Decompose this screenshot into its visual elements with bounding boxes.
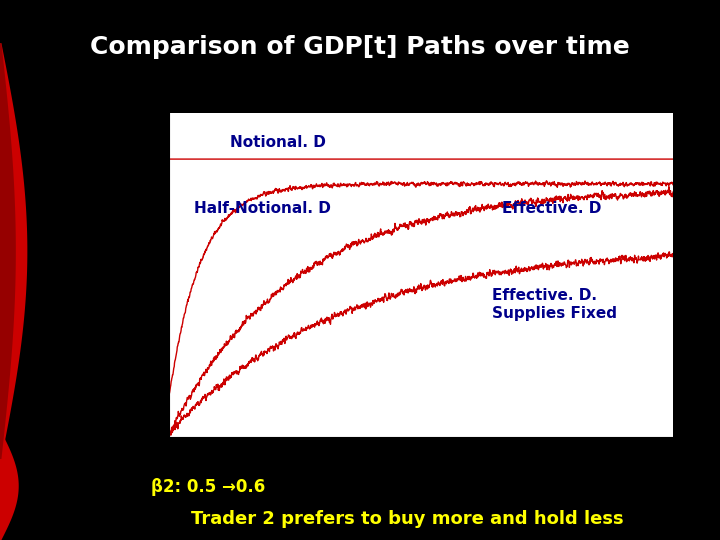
Polygon shape (0, 432, 19, 540)
Text: Effective. D: Effective. D (502, 201, 601, 217)
Text: β2: 0.5 →0.6: β2: 0.5 →0.6 (151, 478, 266, 496)
Text: Half-Notional. D: Half-Notional. D (194, 201, 331, 217)
Text: Effective. D.
Supplies Fixed: Effective. D. Supplies Fixed (492, 288, 617, 321)
Polygon shape (0, 43, 16, 459)
Polygon shape (0, 43, 27, 459)
Text: Trader 2 prefers to buy more and hold less: Trader 2 prefers to buy more and hold le… (191, 510, 624, 528)
Text: Comparison of GDP[t] Paths over time: Comparison of GDP[t] Paths over time (90, 35, 630, 59)
Text: Notional. D: Notional. D (230, 135, 325, 150)
